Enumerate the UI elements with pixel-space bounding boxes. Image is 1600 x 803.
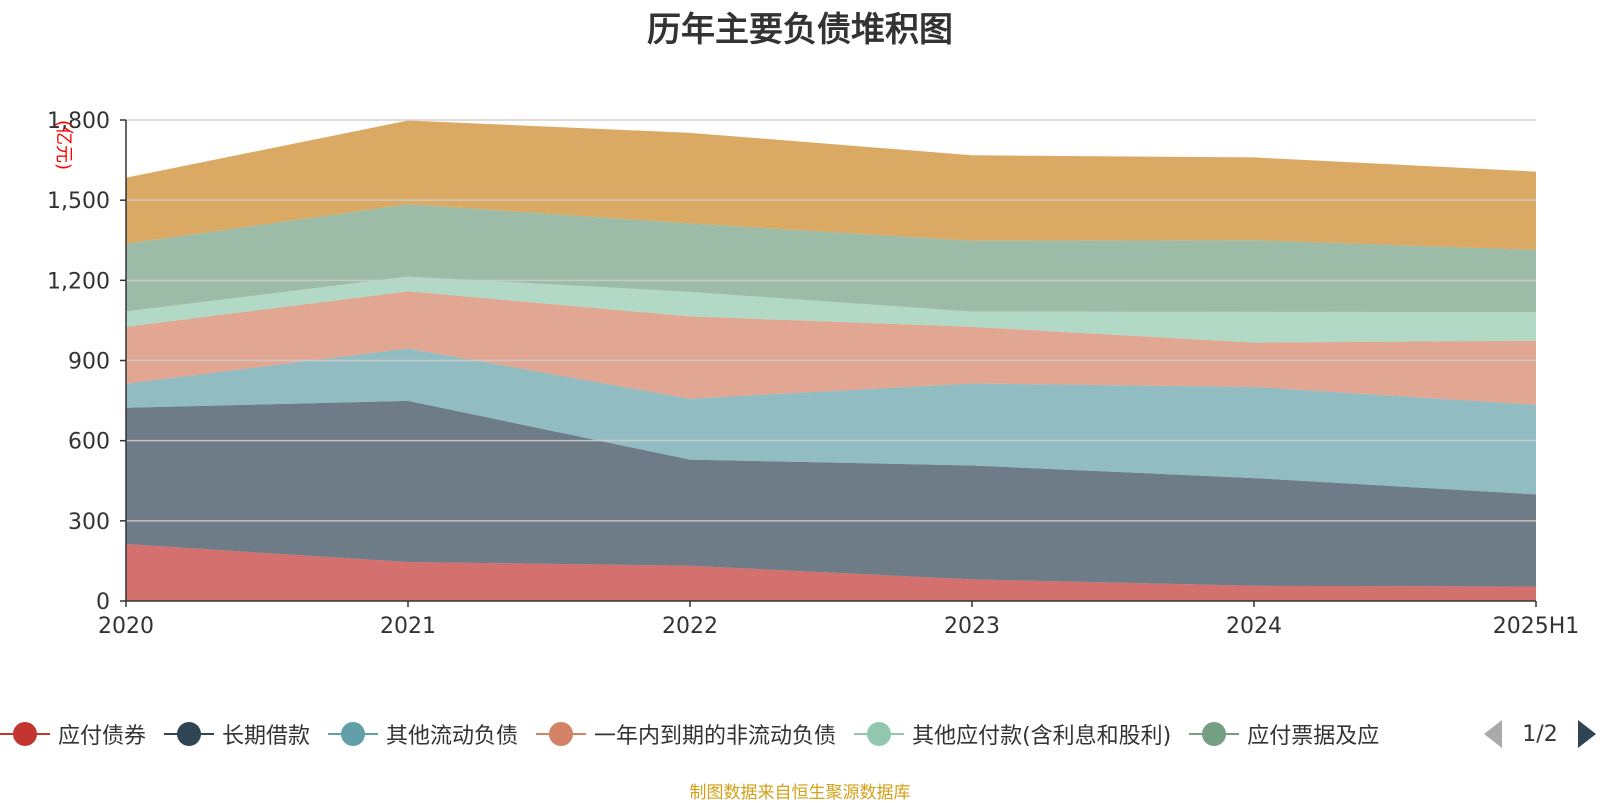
- legend-marker-icon: [164, 721, 215, 747]
- grid-lines: [126, 119, 1536, 522]
- legend-item[interactable]: 应付债券: [0, 712, 146, 756]
- legend-marker-icon: [328, 721, 379, 747]
- legend-items: 应付债券 长期借款 其他流动负债 一年内到期的非流动负债 其他应付款(含利息和股利) 应付…: [0, 712, 1478, 756]
- data-source-note: 制图数据来自恒生聚源数据库: [689, 783, 911, 803]
- chart-title: 历年主要负债堆积图: [647, 10, 953, 50]
- area-series-5: [126, 204, 1536, 313]
- legend-label: 其他应付款(含利息和股利): [912, 724, 1172, 749]
- legend-pager: 1/2: [1478, 712, 1600, 756]
- legend-item[interactable]: 应付票据及应: [1189, 712, 1379, 756]
- legend-marker-icon: [854, 721, 905, 747]
- legend-label: 一年内到期的非流动负债: [594, 724, 837, 749]
- x-tick-label: 2023: [944, 614, 1000, 639]
- x-tick-label: 2022: [662, 614, 718, 639]
- area-series: [126, 120, 1536, 601]
- area-series-6: [126, 120, 1536, 250]
- legend-item[interactable]: 一年内到期的非流动负债: [536, 712, 836, 756]
- stacked-area-chart: 0 300 600 900 1,200 1,500 1,800 2020 2021 2022 202…: [47, 109, 1579, 639]
- x-tick-label: 2024: [1226, 614, 1282, 639]
- x-tick-label: 2020: [98, 614, 154, 639]
- area-series-2: [126, 348, 1536, 495]
- x-tick-label: 2021: [380, 614, 436, 639]
- legend-prev-page-icon[interactable]: [1484, 720, 1502, 748]
- legend-label: 长期借款: [222, 724, 311, 749]
- y-tick-label: 0: [96, 590, 110, 615]
- legend-page-indicator: 1/2: [1522, 721, 1558, 747]
- legend-item[interactable]: 长期借款: [164, 712, 310, 756]
- y-tick-label: 1,800: [47, 109, 110, 134]
- x-tick-label: 2025H1: [1493, 614, 1580, 639]
- area-series-4: [126, 276, 1536, 343]
- y-tick-label: 1,200: [47, 269, 110, 294]
- y-tick-label: 900: [68, 350, 110, 375]
- legend: 应付债券 长期借款 其他流动负债 一年内到期的非流动负债 其他应付款(含利息和股利) 应付…: [0, 712, 1600, 756]
- legend-marker-icon: [1189, 721, 1240, 747]
- y-tick-label: 600: [68, 430, 110, 455]
- legend-marker-icon: [0, 721, 50, 747]
- legend-label: 应付债券: [58, 724, 147, 749]
- y-tick-label: 1,500: [47, 189, 110, 214]
- legend-label: 其他流动负债: [386, 724, 519, 749]
- legend-label: 应付票据及应: [1247, 724, 1380, 749]
- legend-marker-icon: [536, 721, 587, 747]
- y-tick-label: 300: [68, 510, 110, 535]
- area-series-3: [126, 291, 1536, 405]
- y-axis-unit-label: (亿元): [53, 120, 74, 170]
- legend-item[interactable]: 其他流动负债: [328, 712, 518, 756]
- legend-item[interactable]: 其他应付款(含利息和股利): [854, 712, 1171, 756]
- area-series-1: [126, 400, 1536, 587]
- legend-next-page-icon[interactable]: [1578, 720, 1596, 748]
- axes: 0 300 600 900 1,200 1,500 1,800 2020 2021 2022 202…: [47, 109, 1579, 639]
